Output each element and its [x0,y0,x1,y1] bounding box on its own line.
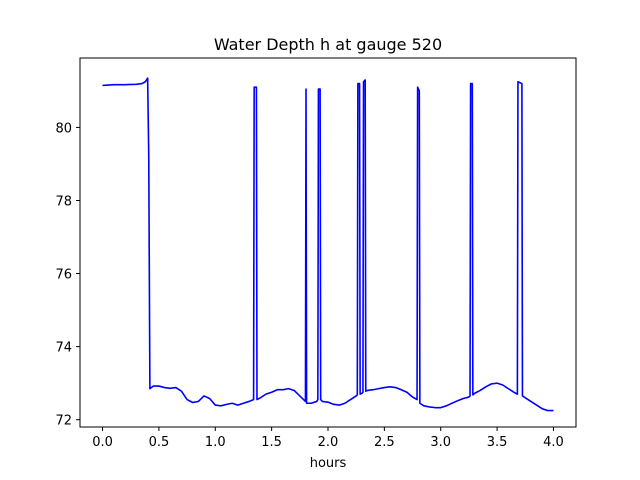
x-tick-label: 4.0 [543,435,564,450]
plot-area [102,77,554,412]
y-tick-label: 74 [55,341,72,356]
plot-frame [79,57,577,428]
x-tick-label: 0.5 [149,435,170,450]
x-axis: 0.0 0.5 1.0 1.5 2.0 2.5 3.0 3.5 4.0 [92,427,564,450]
y-tick-label: 72 [55,414,72,429]
y-tick-label: 78 [55,194,72,209]
x-tick-label: 0.0 [92,435,113,450]
chart-title: Water Depth h at gauge 520 [214,35,442,54]
x-axis-label: hours [310,456,347,471]
y-axis: 72 74 76 78 80 [55,121,80,429]
x-tick-label: 1.0 [205,435,226,450]
x-tick-label: 3.5 [487,435,508,450]
x-tick-label: 2.5 [374,435,395,450]
series-line-0 [102,77,554,412]
x-tick-label: 2.0 [318,435,339,450]
x-tick-label: 1.5 [261,435,282,450]
y-tick-label: 76 [55,268,72,283]
y-tick-label: 80 [55,121,72,136]
x-tick-label: 3.0 [430,435,451,450]
